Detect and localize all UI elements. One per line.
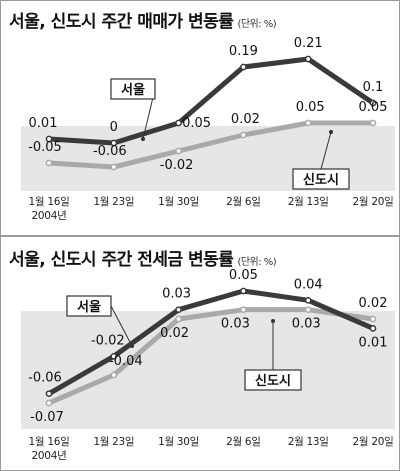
x-tick-label: 2월 13일 [288,435,329,448]
legend-label: 신도시 [255,374,291,389]
x-tick-label: 2월 6일 [226,435,261,448]
x-tick-label: 2월 20일 [353,435,394,448]
x-tick-label: 1월 16일 [29,195,70,208]
unit-label: (단위: %) [237,19,277,30]
chart-panel-sale-price: 서울, 신도시 주간 매매가 변동률 (단위: %) 1월 16일 1월 23일 1월… [1,1,399,233]
divider [1,235,399,237]
data-label: 0.05 [296,100,325,115]
data-point [369,119,377,127]
series-line [46,307,376,406]
legend-box [244,369,302,391]
chart-title: 서울, 신도시 주간 전세금 변동률 (단위: %) [9,250,277,270]
data-point [240,63,247,71]
data-label: -0.04 [109,354,143,369]
legend-label: 서울 [77,299,101,315]
leader-dot [271,319,275,323]
data-point [240,306,247,314]
legend-box [110,78,156,100]
background-band [21,311,395,429]
data-label: 0 [110,120,118,135]
data-label: 0.01 [29,116,58,131]
data-point [304,296,312,304]
data-point [304,119,312,127]
leader-dot [329,130,333,134]
data-point [45,135,53,143]
data-point [175,147,182,155]
year-label: 2004년 [32,450,67,462]
data-point [240,287,247,295]
data-label: 0.05 [359,100,388,115]
data-point [175,306,182,314]
data-label: 0.04 [294,277,323,292]
data-point [110,139,118,147]
series-line [46,56,376,146]
data-label: 0.02 [359,296,388,311]
data-point [369,315,377,323]
leader-line [110,305,133,347]
legend-label: 서울 [121,82,145,98]
data-label: -0.06 [93,144,127,159]
data-label: 0.02 [231,112,260,127]
data-point [45,159,53,167]
leader-line [320,131,332,170]
data-label: 0.1 [363,80,384,95]
line-chart-sale-price: 1월 16일 1월 23일 1월 30일 2월 6일 2월 13일 2월 20일 2004년… [21,36,395,222]
data-point [304,306,312,314]
data-point [110,352,118,360]
data-label: 0.19 [229,44,258,59]
data-point [369,324,377,332]
data-point [369,99,377,107]
data-point [240,131,247,139]
data-label: 0.02 [160,326,189,341]
series-line [46,288,376,397]
leader-dot [130,344,134,348]
x-tick-label: 1월 16일 [29,435,70,448]
data-point [110,163,118,171]
chart-title: 서울, 신도시 주간 매매가 변동률 (단위: %) [9,12,277,32]
unit-label: (단위: %) [237,257,277,268]
data-label: 0.03 [221,317,250,332]
x-tick-label: 2월 6일 [226,195,261,208]
series-line [46,120,376,170]
data-point [175,315,182,323]
legend-box [66,295,112,317]
data-point [304,55,312,63]
data-label: -0.07 [30,410,64,425]
data-point [175,119,182,127]
x-tick-label: 1월 30일 [158,435,199,448]
data-label: 0.03 [292,317,321,332]
data-label: -0.05 [28,140,62,155]
data-label: 0.03 [162,287,191,302]
year-label: 2004년 [32,210,67,222]
x-tick-label: 1월 23일 [93,195,134,208]
legend-label: 신도시 [303,173,339,188]
data-label: 0.05 [182,116,211,131]
x-tick-label: 2월 13일 [288,195,329,208]
x-tick-label: 1월 23일 [93,435,134,448]
data-point [110,371,118,379]
line-chart-jeonse: 1월 16일 1월 23일 1월 30일 2월 6일 2월 13일 2월 20일 2004년… [21,268,395,462]
data-label: 0.01 [359,335,388,350]
chart-panel-jeonse: 서울, 신도시 주간 전세금 변동률 (단위: %) 1월 16일 1월 23일 1월… [1,239,399,470]
x-tick-label: 2월 20일 [353,195,394,208]
leader-dot [141,137,145,141]
data-label: -0.02 [91,333,125,348]
data-point [45,390,53,398]
data-label: 0.05 [229,268,258,283]
data-label: -0.06 [28,371,62,386]
data-label: 0.21 [294,36,323,51]
data-point [45,399,53,407]
data-label: -0.02 [160,158,194,173]
x-tick-label: 1월 30일 [158,195,199,208]
legend-box [292,168,350,190]
